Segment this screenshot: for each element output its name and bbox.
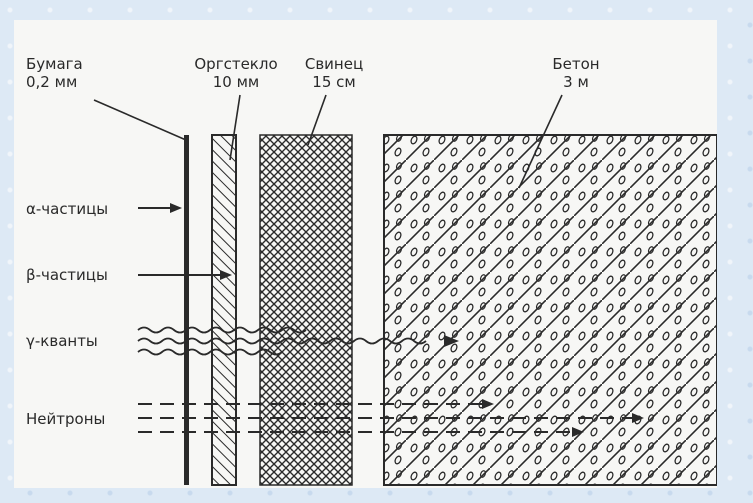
paper-thickness: 0,2 мм bbox=[26, 73, 78, 91]
concrete-layer bbox=[383, 134, 717, 486]
plexiglass-name: Оргстекло bbox=[194, 55, 278, 73]
lead-layer bbox=[259, 134, 353, 486]
concrete-thickness: 3 м bbox=[563, 73, 589, 91]
beta-arrow bbox=[138, 270, 232, 280]
label-paper: Бумага 0,2 мм bbox=[26, 55, 83, 91]
gamma-waves bbox=[137, 326, 427, 356]
label-alpha: α-частицы bbox=[26, 200, 109, 218]
shielding-diagram: Бумага 0,2 мм Оргстекло 10 мм Свинец 15 … bbox=[14, 20, 717, 488]
label-neutron: Нейтроны bbox=[26, 410, 106, 428]
concrete-name: Бетон bbox=[552, 55, 600, 73]
paper-layer bbox=[184, 135, 189, 485]
label-plexiglass: Оргстекло 10 мм bbox=[194, 55, 277, 91]
alpha-arrow bbox=[138, 203, 182, 213]
plexiglass-leader bbox=[229, 94, 241, 161]
gamma-arrowhead bbox=[444, 335, 459, 347]
paper-leader bbox=[93, 99, 187, 141]
lead-leader bbox=[307, 94, 327, 146]
neutron-arrows bbox=[138, 403, 634, 433]
plexiglass-thickness: 10 мм bbox=[212, 73, 260, 91]
label-gamma: γ-кванты bbox=[26, 332, 98, 350]
label-lead: Свинец 15 см bbox=[305, 55, 363, 91]
plexiglass-layer bbox=[211, 134, 237, 486]
lead-name: Свинец bbox=[304, 55, 364, 73]
concrete-leader bbox=[518, 94, 563, 189]
label-concrete: Бетон 3 м bbox=[552, 55, 599, 91]
label-beta: β-частицы bbox=[26, 266, 108, 284]
paper-name: Бумага bbox=[26, 55, 83, 73]
diagram-artwork bbox=[93, 94, 717, 486]
lead-thickness: 15 см bbox=[312, 73, 356, 91]
